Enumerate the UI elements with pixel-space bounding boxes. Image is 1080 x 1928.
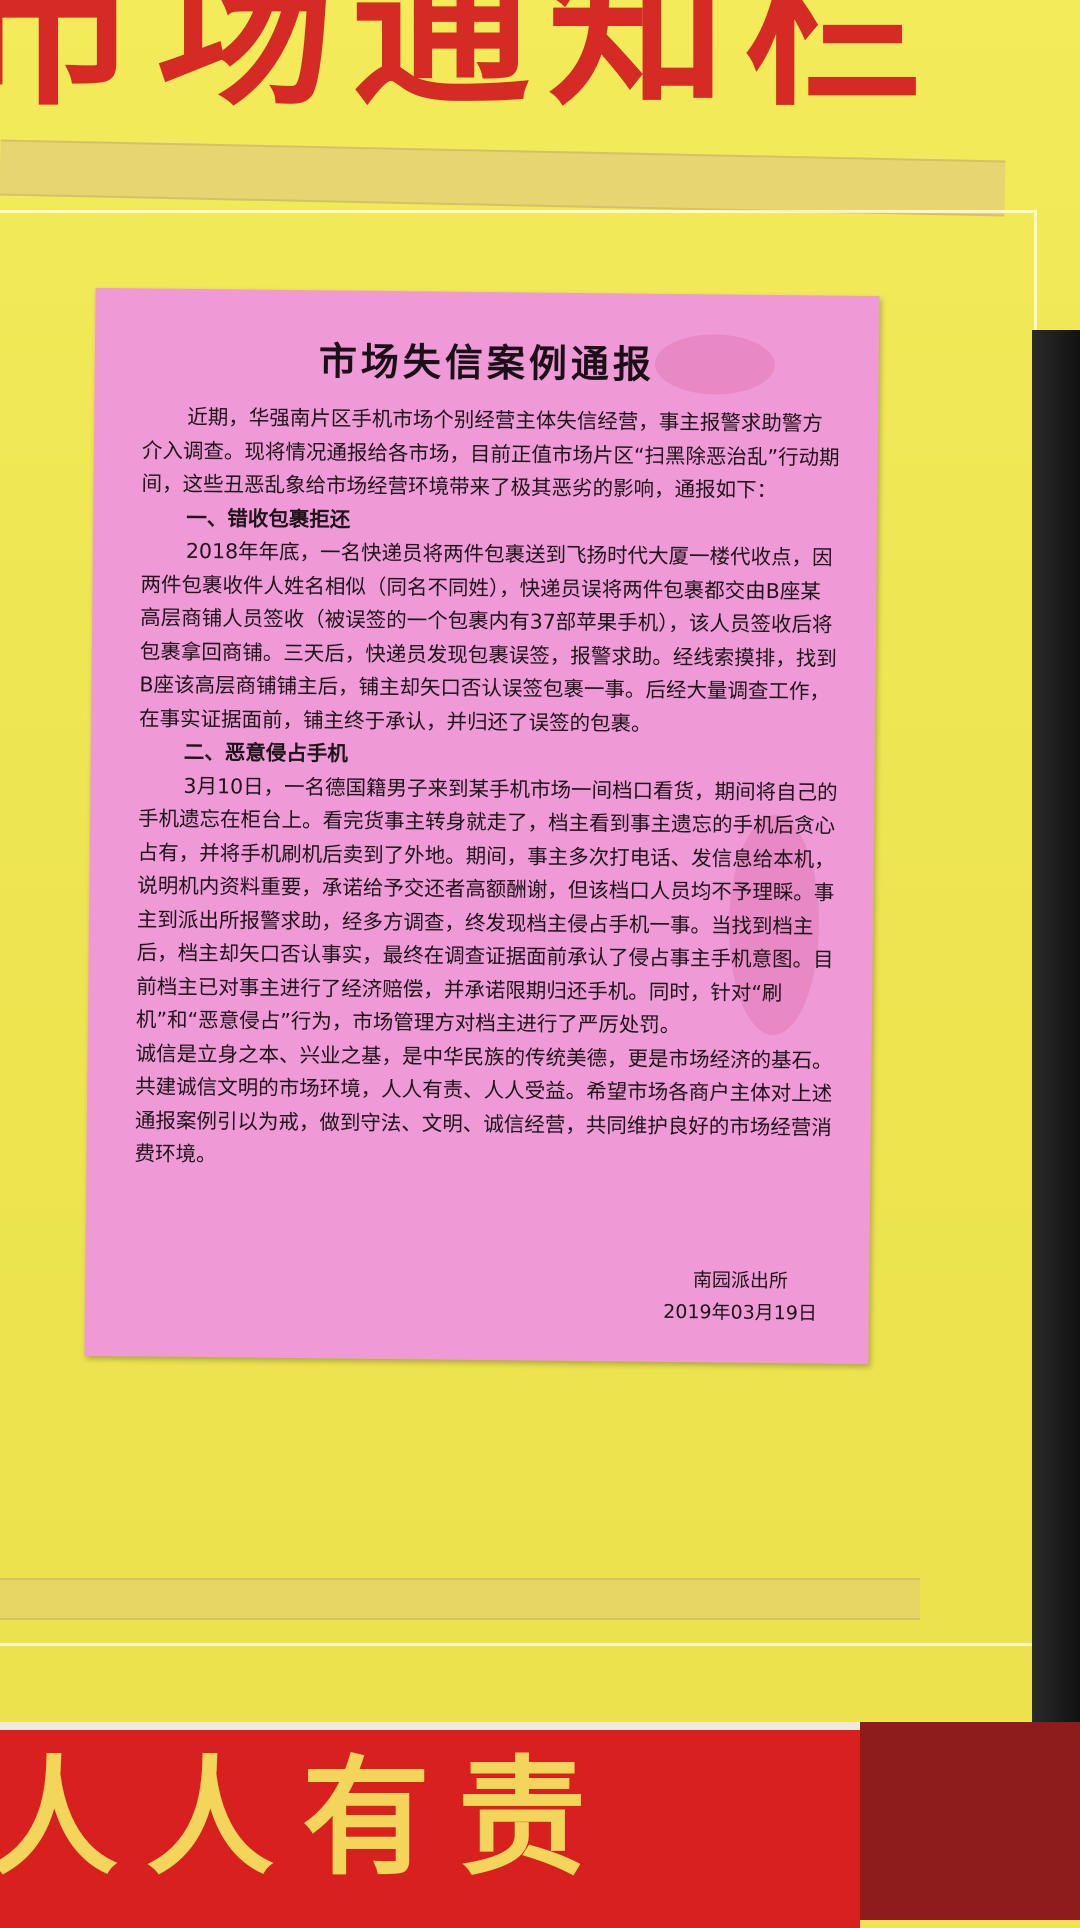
tape-strip-top bbox=[0, 139, 1006, 217]
issuer: 南园派出所 bbox=[692, 1269, 789, 1293]
notice-body: 近期，华强南片区手机市场个别经营主体失信经营，事主报警求助警方介入调查。现将情况… bbox=[134, 400, 842, 1178]
tape-strip-bottom bbox=[0, 1578, 920, 1620]
dark-edge bbox=[1032, 330, 1080, 1730]
notice-paper: 市场失信案例通报 近期，华强南片区手机市场个别经营主体失信经营，事主报警求助警方… bbox=[84, 287, 880, 1365]
notice-title: 市场失信案例通报 bbox=[318, 339, 656, 387]
issue-date: 2019年03月19日 bbox=[663, 1300, 818, 1325]
notice-closing: 诚信是立身之本、兴业之基，是中华民族的传统美德，更是市场经济的基石。共建诚信文明… bbox=[134, 1040, 833, 1167]
bottom-sign-text: 人人有责 bbox=[0, 1744, 615, 1893]
bottom-red-sign bbox=[0, 1722, 860, 1928]
section-1-text: 2018年年底，一名快递员将两件包裹送到飞扬时代大厦一楼代收点，因两件包裹收件人… bbox=[138, 538, 837, 736]
notice-signature: 南园派出所 2019年03月19日 bbox=[663, 1264, 817, 1330]
section-2-text: 3月10日，一名德国籍男子来到某手机市场一间档口看货，期间将自己的手机遗忘在柜台… bbox=[135, 773, 838, 1038]
board-header: 市场通知栏 bbox=[0, 0, 940, 130]
bottom-sign-shadow bbox=[860, 1722, 1080, 1920]
notice-intro: 近期，华强南片区手机市场个别经营主体失信经营，事主报警求助警方介入调查。现将情况… bbox=[141, 404, 840, 503]
